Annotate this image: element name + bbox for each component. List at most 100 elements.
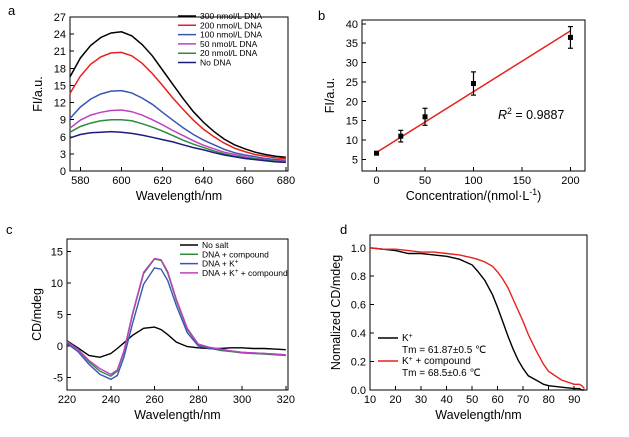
x-tick-label: 90 bbox=[568, 394, 580, 406]
y-tick-label: -5 bbox=[53, 372, 63, 384]
series-line bbox=[69, 31, 286, 159]
y-axis-label: Nomalized CD/mdeg bbox=[329, 255, 343, 370]
series-line bbox=[69, 118, 286, 163]
y-tick-label: 12 bbox=[54, 98, 66, 110]
y-tick-label: 5 bbox=[57, 310, 63, 322]
x-tick-label: 150 bbox=[513, 175, 531, 187]
legend-tm-label: Tm = 61.87±0.5 ℃ bbox=[402, 345, 486, 356]
series-line bbox=[69, 130, 286, 164]
y-tick-label: 6 bbox=[60, 132, 66, 144]
legend-label: No salt bbox=[202, 240, 229, 250]
series-line bbox=[69, 89, 286, 161]
y-tick-label: 21 bbox=[54, 46, 66, 58]
y-tick-label: 1.0 bbox=[351, 243, 366, 255]
x-tick-label: 100 bbox=[464, 175, 482, 187]
x-tick-label: 60 bbox=[492, 394, 504, 406]
y-tick-label: 35 bbox=[346, 38, 358, 50]
legend-label: No DNA bbox=[200, 58, 232, 68]
x-tick-label: 580 bbox=[71, 175, 89, 187]
y-tick-label: 20 bbox=[346, 96, 358, 108]
x-tick-label: 30 bbox=[415, 394, 427, 406]
data-point bbox=[422, 114, 428, 120]
data-point bbox=[471, 80, 476, 86]
x-tick-label: 200 bbox=[561, 175, 579, 187]
x-tick-label: 70 bbox=[517, 394, 529, 406]
y-tick-label: 15 bbox=[346, 116, 358, 128]
r-squared-annotation: R2 = 0.9887 bbox=[498, 106, 564, 122]
y-axis-label: FI/a.u. bbox=[31, 76, 45, 111]
x-tick-label: 80 bbox=[543, 394, 555, 406]
x-tick-label: 40 bbox=[440, 394, 452, 406]
series-line bbox=[69, 51, 286, 160]
y-tick-label: 5 bbox=[352, 154, 358, 166]
series-line bbox=[66, 267, 286, 381]
data-point bbox=[398, 133, 404, 139]
plot-frame bbox=[369, 234, 588, 391]
legend-label: K+ + compound bbox=[402, 356, 471, 368]
data-point bbox=[567, 34, 573, 40]
panel-d-melting-curves: d10 20 30 40 50 60 70 80 900.00.20.40.60.81.0K+T… bbox=[329, 222, 588, 422]
x-tick-label: 600 bbox=[112, 175, 130, 187]
legend-tm-label: Tm = 68.5±0.6 ℃ bbox=[402, 368, 481, 379]
y-tick-label: 0.0 bbox=[351, 385, 366, 397]
y-tick-label: 0.4 bbox=[351, 328, 366, 340]
y-tick-label: 0 bbox=[57, 341, 63, 353]
x-tick-label: 260 bbox=[145, 394, 163, 406]
panel-label: d bbox=[340, 222, 347, 237]
legend-label: K+ bbox=[402, 333, 413, 345]
x-tick-label: 20 bbox=[389, 394, 401, 406]
series-line bbox=[369, 247, 585, 391]
x-tick-label: 10 bbox=[364, 394, 376, 406]
y-tick-label: 15 bbox=[51, 247, 63, 259]
panel-b-calibration-plot: b 0 50 100 150 200 5 10 15 20 25 30 35 40 R2 = 0.9887 C… bbox=[318, 8, 586, 203]
y-tick-label: 25 bbox=[346, 77, 358, 89]
x-tick-label: 620 bbox=[153, 175, 171, 187]
panel-label: c bbox=[6, 222, 13, 237]
legend-label: 100 nmol/L DNA bbox=[200, 30, 262, 40]
y-axis-label: CD/mdeg bbox=[30, 288, 44, 341]
x-axis-label: Wavelength/nm bbox=[435, 408, 521, 422]
x-tick-label: 640 bbox=[194, 175, 212, 187]
y-tick-label: 24 bbox=[54, 29, 66, 41]
legend-label: DNA + K+ bbox=[202, 259, 239, 269]
y-tick-label: 0.8 bbox=[351, 271, 366, 283]
x-axis-label: Wavelength/nm bbox=[134, 408, 220, 422]
y-tick-label: 18 bbox=[54, 63, 66, 75]
series-line bbox=[369, 247, 585, 390]
series-line bbox=[69, 109, 286, 163]
plot-frame bbox=[69, 16, 289, 172]
y-tick-label: 10 bbox=[346, 135, 358, 147]
y-tick-label: 27 bbox=[54, 12, 66, 24]
y-tick-label: 30 bbox=[346, 58, 358, 70]
legend-label: 20 nmol/L DNA bbox=[200, 48, 258, 58]
x-tick-label: 680 bbox=[277, 175, 295, 187]
x-tick-label: 50 bbox=[466, 394, 478, 406]
legend-label: 50 nmol/L DNA bbox=[200, 39, 258, 49]
x-tick-label: 280 bbox=[189, 394, 207, 406]
y-tick-label: 0 bbox=[60, 166, 66, 178]
x-axis-label: Concentration/(nmol·L-1) bbox=[406, 187, 542, 203]
x-tick-label: 300 bbox=[233, 394, 251, 406]
x-tick-label: 660 bbox=[236, 175, 254, 187]
series-line bbox=[66, 257, 286, 376]
y-tick-label: 0.6 bbox=[351, 300, 366, 312]
legend-label: 300 nmol/L DNA bbox=[200, 11, 262, 21]
x-tick-label: 320 bbox=[277, 394, 295, 406]
y-tick-label: 10 bbox=[51, 278, 63, 290]
panel-label: b bbox=[318, 8, 325, 23]
y-tick-label: 0.2 bbox=[351, 357, 366, 369]
legend-label: DNA + compound bbox=[202, 249, 269, 259]
series-line bbox=[66, 326, 286, 359]
legend-label: DNA + K+ + compound bbox=[202, 268, 288, 278]
panel-label: a bbox=[8, 3, 16, 18]
y-tick-label: 40 bbox=[346, 19, 358, 31]
y-tick-label: 9 bbox=[60, 115, 66, 127]
x-tick-label: 220 bbox=[58, 394, 76, 406]
data-point bbox=[374, 150, 380, 156]
x-tick-label: 240 bbox=[102, 394, 120, 406]
panel-a-fluorescence-spectra: a 580 600 620 640 660 680 0 3 6 9 12 15 18 21 24 27 300 n… bbox=[8, 3, 295, 203]
plot-frame bbox=[66, 238, 289, 391]
legend-label: 200 nmol/L DNA bbox=[200, 20, 262, 30]
